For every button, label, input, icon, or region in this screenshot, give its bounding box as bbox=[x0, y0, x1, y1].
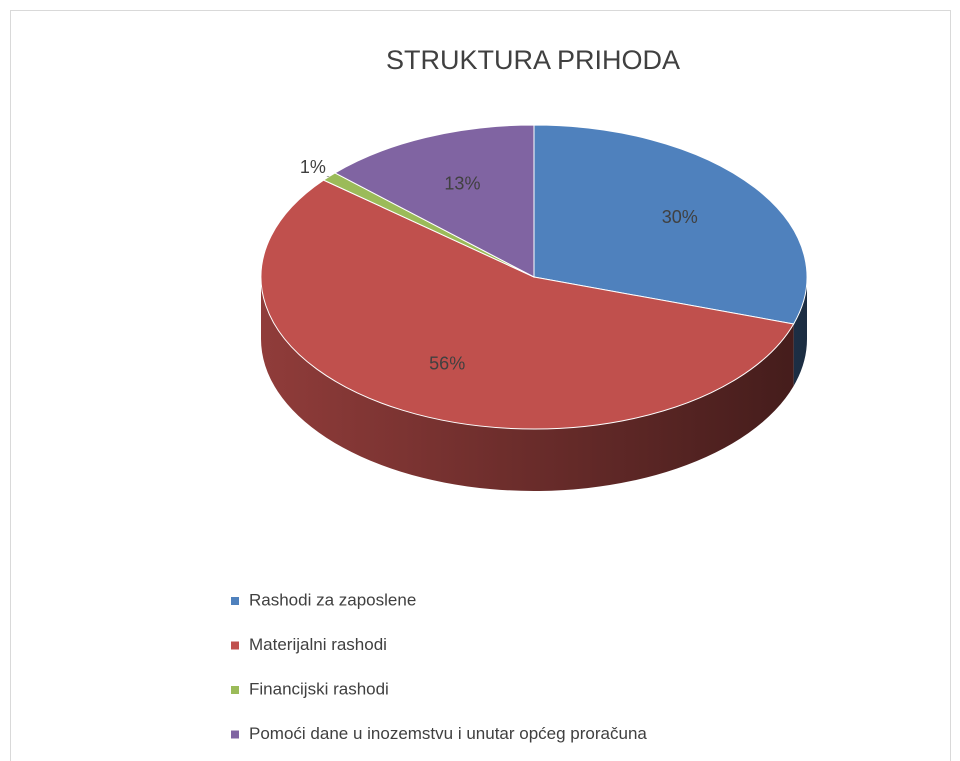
data-label: 30% bbox=[662, 207, 698, 227]
legend-label: Rashodi za zaposlene bbox=[249, 590, 416, 609]
data-label: 1% bbox=[300, 157, 326, 177]
legend-swatch bbox=[231, 686, 239, 694]
chart-border bbox=[10, 10, 951, 761]
legend-swatch bbox=[231, 730, 239, 739]
legend-label: Pomoći dane u inozemstvu i unutar općeg … bbox=[249, 724, 647, 743]
slice bbox=[333, 124, 535, 278]
legend-swatch bbox=[231, 641, 239, 650]
legend-label: Materijalni rashodi bbox=[249, 635, 387, 654]
legend-swatch bbox=[231, 597, 239, 605]
slice bbox=[533, 124, 808, 325]
slice-side bbox=[793, 277, 807, 386]
data-label: 56% bbox=[429, 354, 465, 374]
chart-title: STRUKTURA PRIHODA bbox=[386, 45, 680, 75]
slice bbox=[260, 179, 795, 430]
legend-label: Financijski rashodi bbox=[249, 679, 389, 698]
slice-side bbox=[261, 277, 794, 491]
data-label: 13% bbox=[444, 174, 480, 194]
